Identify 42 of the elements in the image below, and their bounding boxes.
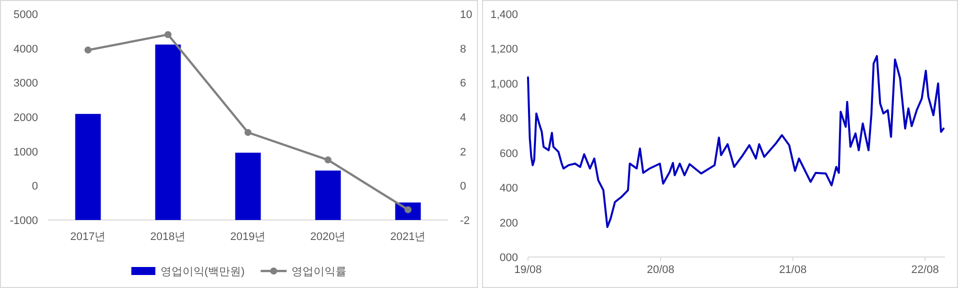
x-tick-label: 2020년 xyxy=(310,231,346,243)
line-series xyxy=(527,55,945,228)
point xyxy=(324,156,332,164)
x-tick-label: 2017년 xyxy=(70,231,106,243)
bar xyxy=(155,44,181,220)
y-tick-label: 1,400 xyxy=(490,9,518,21)
y-tick-label: 800 xyxy=(500,113,518,126)
y-tick-label: 3000 xyxy=(14,78,38,90)
y-tick-label: 1000 xyxy=(14,146,38,158)
y2-tick-label: 8 xyxy=(460,43,466,56)
x-tick-label: 22/08 xyxy=(911,264,939,276)
y2-tick-label: 6 xyxy=(460,78,466,90)
y-tick-label: 2000 xyxy=(14,112,38,124)
legend-label: 영업이익률 xyxy=(292,266,347,278)
point xyxy=(84,46,92,54)
y2-tick-label: 4 xyxy=(460,112,466,124)
y2-tick-label: -2 xyxy=(460,215,470,227)
y2-tick-label: 2 xyxy=(460,146,466,158)
x-tick-label: 2019년 xyxy=(230,231,266,243)
y-tick-label: 400 xyxy=(500,182,518,195)
legend-label: 영업이익(백만원) xyxy=(160,266,245,278)
y2-tick-label: 0 xyxy=(460,180,466,193)
bar xyxy=(315,170,341,220)
x-tick-label: 19/08 xyxy=(514,264,542,276)
y-tick-label: 000 xyxy=(500,252,518,264)
y-tick-label: 200 xyxy=(500,217,518,230)
point xyxy=(164,31,172,38)
y-tick-label: -1000 xyxy=(10,215,38,227)
y-tick-label: 4000 xyxy=(14,43,38,56)
bar xyxy=(235,152,261,220)
y-tick-label: 600 xyxy=(500,148,518,160)
x-tick-label: 21/08 xyxy=(779,264,807,276)
y2-tick-label: 10 xyxy=(460,9,472,21)
y-tick-label: 0 xyxy=(32,180,38,193)
x-tick-label: 2021년 xyxy=(390,231,426,243)
y-tick-label: 5000 xyxy=(14,9,38,21)
y-tick-label: 1,200 xyxy=(490,44,518,56)
bar xyxy=(75,114,101,220)
y-tick-label: 1,000 xyxy=(490,78,518,90)
x-tick-label: 2018년 xyxy=(150,231,186,243)
x-tick-label: 20/08 xyxy=(646,264,674,276)
point xyxy=(244,128,252,136)
